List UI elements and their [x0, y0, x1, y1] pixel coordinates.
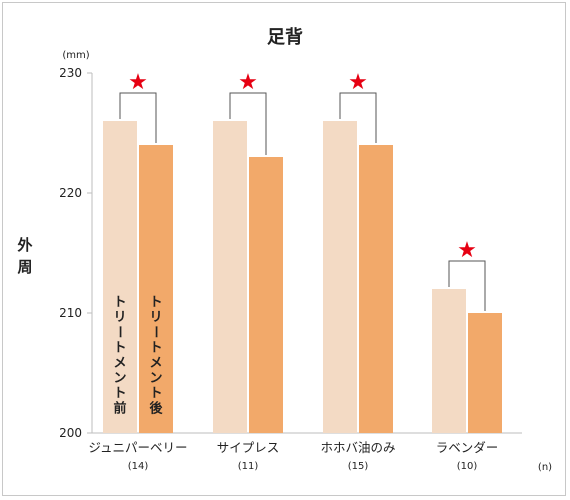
legend-char: ト	[113, 386, 126, 401]
chart-frame	[2, 2, 566, 496]
y-axis-label: 外周	[16, 236, 32, 276]
significance-star: ★	[238, 70, 258, 95]
bar-before	[432, 289, 466, 433]
y-tick-label: 210	[59, 306, 82, 320]
bar-before	[213, 121, 247, 433]
legend-char: メ	[113, 356, 126, 371]
significance-bracket	[448, 260, 486, 311]
x-tick-label: ラベンダー	[436, 440, 499, 455]
legend-char: メ	[149, 356, 162, 371]
y-tick-label: 220	[59, 186, 82, 200]
significance-bracket	[229, 92, 267, 155]
significance-bracket	[339, 92, 377, 143]
legend-char: ト	[149, 295, 162, 310]
legend-char: ー	[112, 325, 127, 338]
legend-char: ン	[113, 371, 126, 386]
significance-bracket	[119, 92, 157, 143]
legend-char: ン	[149, 371, 162, 386]
legend-char: リ	[149, 310, 162, 325]
legend-char: ト	[149, 386, 162, 401]
x-tick-label: ホホバ油のみ	[320, 440, 395, 455]
bar-after	[139, 145, 173, 433]
x-count-label: (11)	[238, 461, 259, 472]
significance-star: ★	[128, 70, 148, 95]
bar-after	[468, 313, 502, 433]
bar-after	[249, 157, 283, 433]
bar-after	[359, 145, 393, 433]
y-tick-label: 200	[59, 426, 82, 440]
legend-char: ト	[113, 341, 126, 356]
x-unit-label: (n)	[538, 462, 552, 473]
significance-star: ★	[457, 238, 477, 263]
x-count-label: (14)	[128, 461, 149, 472]
y-unit-label: (mm)	[62, 50, 89, 61]
legend-char: 前	[113, 400, 126, 416]
x-count-label: (15)	[348, 461, 369, 472]
legend-char: ト	[149, 341, 162, 356]
x-tick-label: ジュニパーベリー	[88, 440, 187, 455]
legend-char: リ	[113, 310, 126, 325]
legend-char: 後	[149, 400, 163, 416]
y-axis-label-char: 外	[16, 236, 32, 254]
x-count-label: (10)	[457, 461, 478, 472]
legend-char: ー	[148, 325, 163, 338]
bar-before	[103, 121, 137, 433]
significance-markers: ★ ★ ★ ★	[119, 70, 486, 311]
chart-title: 足背	[267, 26, 303, 48]
y-tick-label: 230	[59, 66, 82, 80]
bar-before	[323, 121, 357, 433]
x-tick-label: サイプレス	[217, 440, 280, 455]
x-axis-labels: ジュニパーベリー (14) サイプレス (11) ホホバ油のみ (15) ラベンダー (10)	[88, 440, 498, 472]
significance-star: ★	[348, 70, 368, 95]
axes: 200 210 220 230	[59, 66, 522, 440]
legend-char: ト	[113, 295, 126, 310]
y-axis-label-char: 周	[17, 258, 32, 276]
bars-group	[103, 121, 502, 433]
